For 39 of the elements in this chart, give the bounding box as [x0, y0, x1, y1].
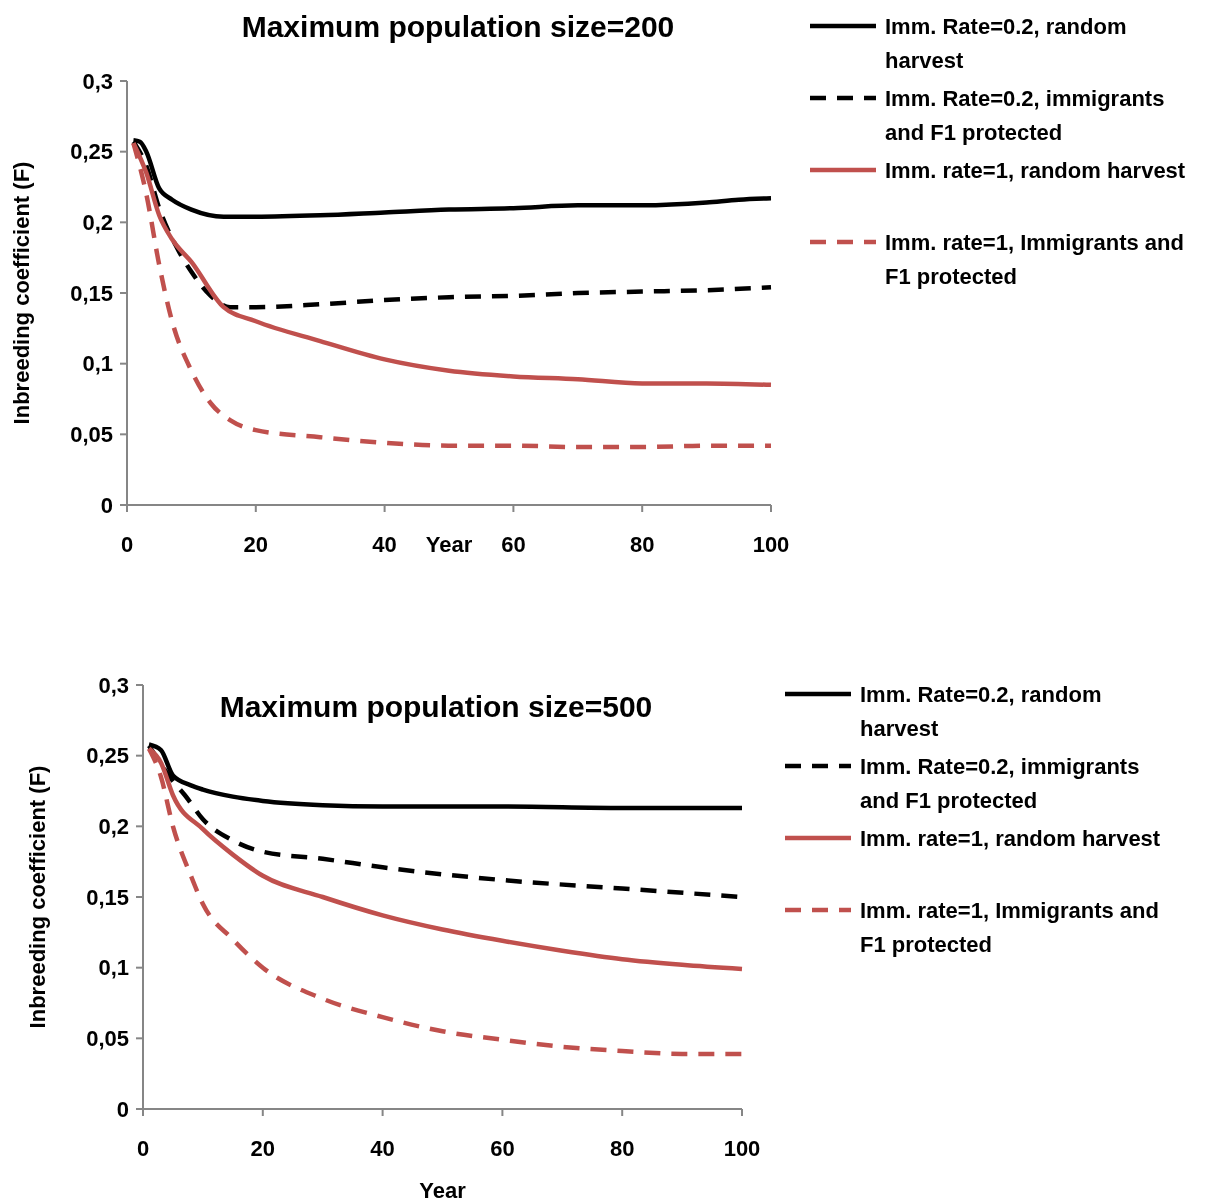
legend-label: Imm. rate=1, random harvest [860, 825, 1161, 851]
chart-title: Maximum population size=500 [219, 690, 653, 723]
y-tick-label: 0,2 [82, 210, 113, 236]
legend-label: Imm. rate=1, Immigrants and F1 protected [885, 229, 1184, 289]
legend-label: Imm. Rate=0.2, random harvest [860, 681, 1102, 741]
y-tick-label: 0 [116, 1096, 129, 1122]
y-tick-label: 0,3 [98, 672, 129, 698]
y-tick-label: 0,05 [86, 1026, 129, 1052]
y-axis-title: Inbreeding coefficient (F) [25, 765, 50, 1029]
x-tick-label: 0 [136, 1136, 150, 1161]
y-tick-label: 0,1 [82, 351, 113, 377]
x-tick-label: 40 [372, 532, 397, 557]
legend-label: Imm. Rate=0.2, immigrants and F1 protected [860, 753, 1140, 813]
y-tick-label: 0,25 [70, 139, 113, 165]
chart-title: Maximum population size=200 [241, 10, 675, 43]
x-axis-title: Year [419, 1178, 467, 1203]
y-tick-label: 0,15 [86, 884, 129, 910]
x-tick-label: 20 [250, 1136, 276, 1161]
x-tick-label: 40 [370, 1136, 395, 1161]
y-tick-label: 0,05 [70, 422, 113, 448]
x-tick-label: 80 [609, 1136, 635, 1161]
y-axis-title: Inbreeding coefficient (F) [9, 161, 34, 425]
y-tick-label: 0,25 [86, 743, 129, 769]
y-tick-label: 0,1 [98, 955, 129, 981]
x-tick-label: 100 [723, 1136, 761, 1161]
legend-label: Imm. Rate=0.2, immigrants and F1 protected [885, 85, 1165, 145]
y-tick-label: 0,3 [82, 68, 113, 94]
y-tick-label: 0,15 [70, 280, 113, 306]
x-tick-label: 60 [490, 1136, 515, 1161]
x-axis-title: Year [425, 532, 473, 557]
y-tick-label: 0 [100, 492, 113, 518]
legend-label: Imm. rate=1, Immigrants and F1 protected [860, 897, 1159, 957]
legend-label: Imm. Rate=0.2, random harvest [885, 13, 1127, 73]
x-tick-label: 100 [752, 532, 790, 557]
x-tick-label: 60 [501, 532, 526, 557]
x-tick-label: 80 [629, 532, 655, 557]
x-tick-label: 20 [243, 532, 269, 557]
legend-label: Imm. rate=1, random harvest [885, 157, 1186, 183]
y-tick-label: 0,2 [98, 814, 129, 840]
